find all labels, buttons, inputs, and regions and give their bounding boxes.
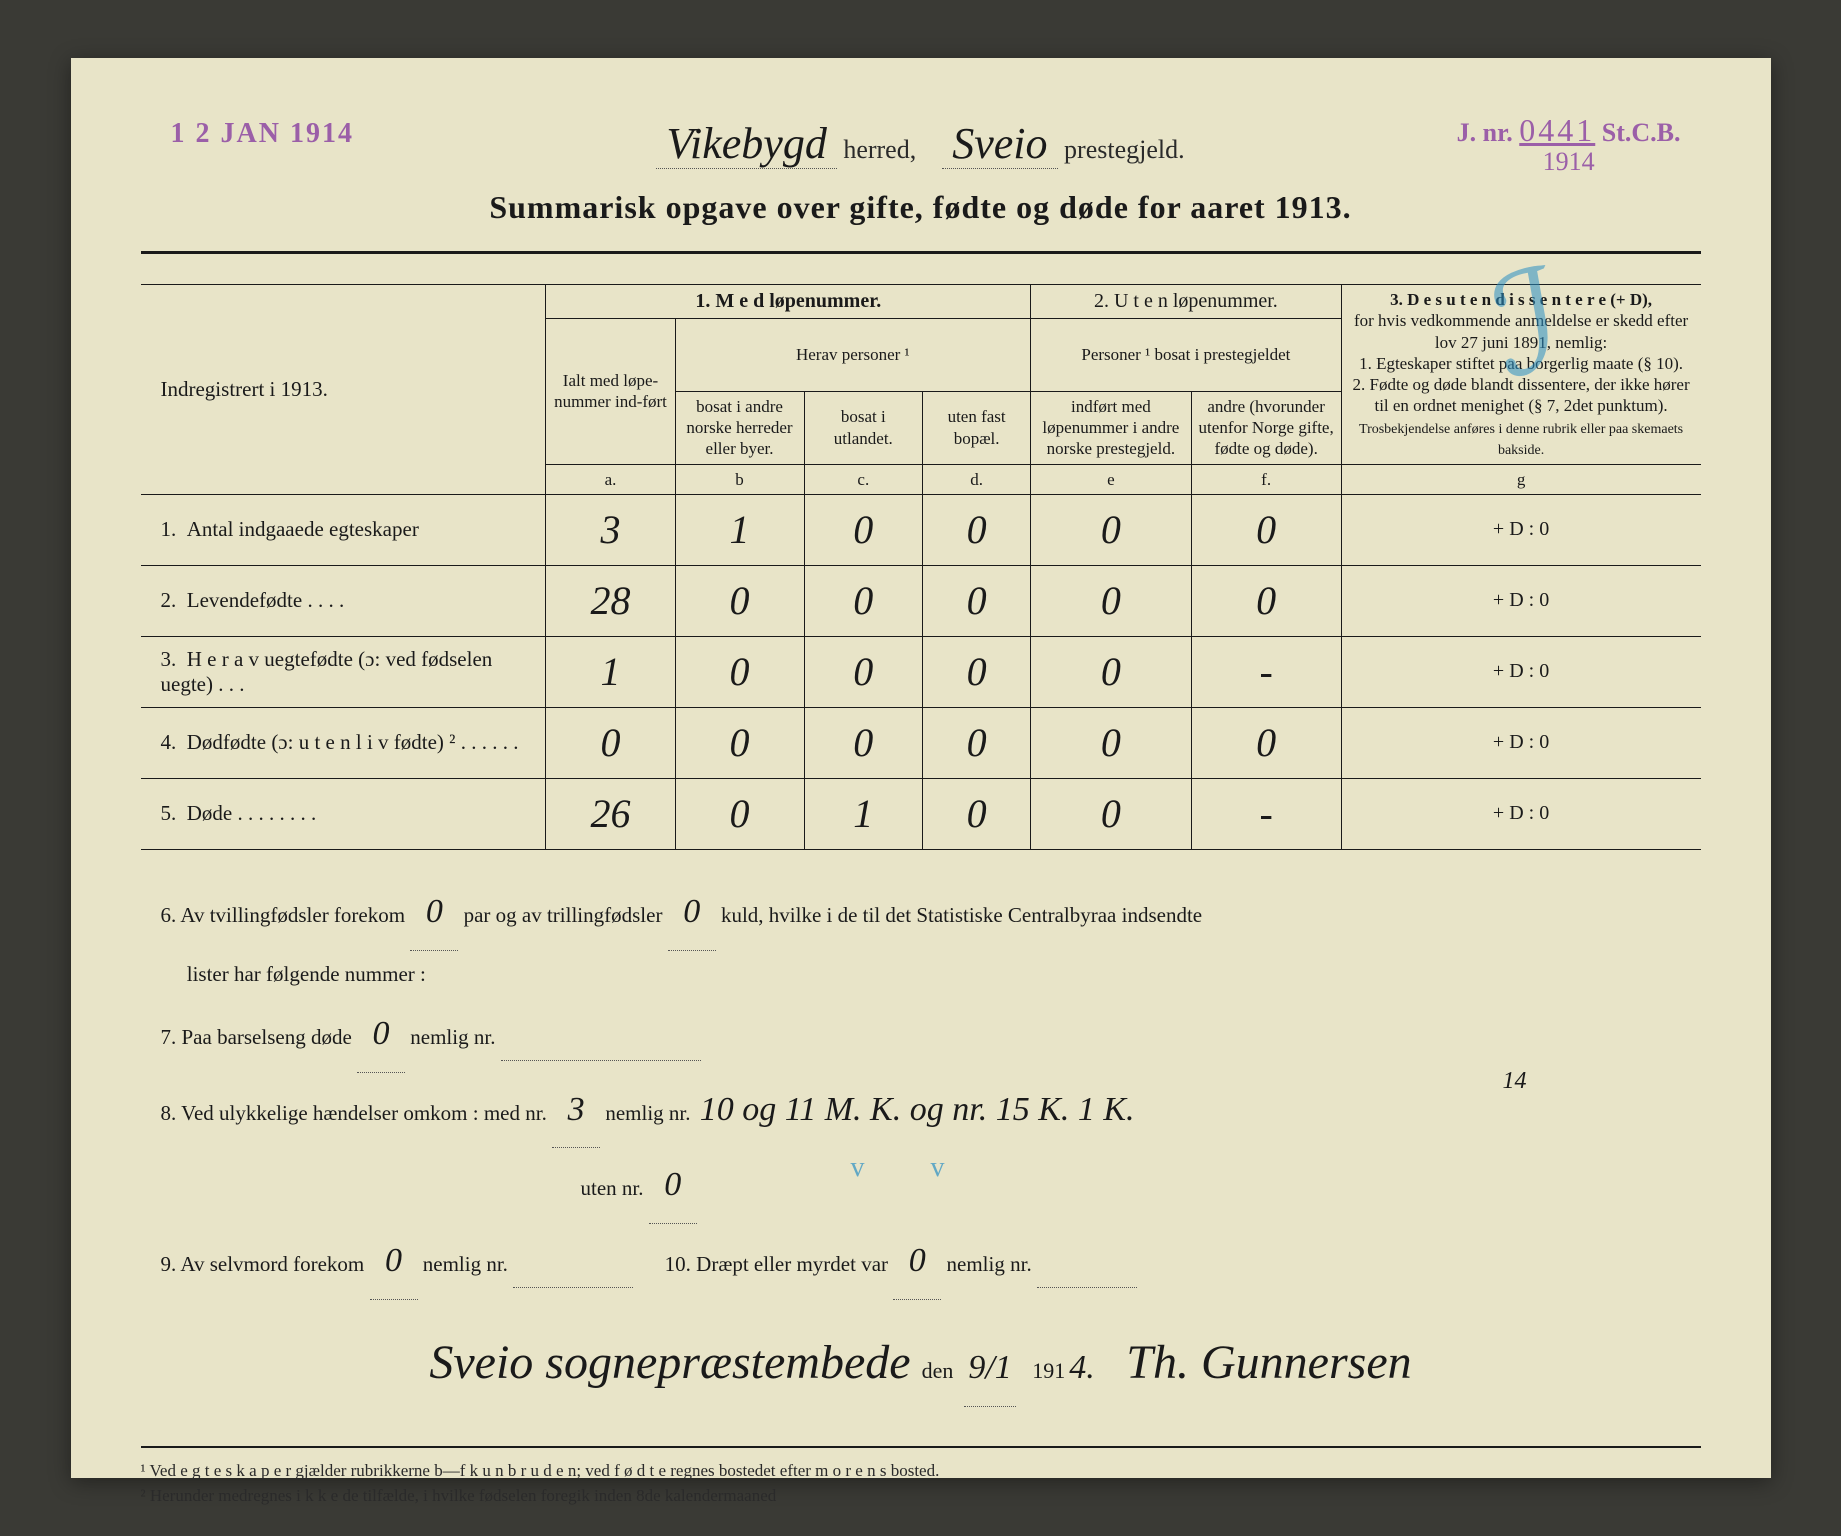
row-label: 1. Antal indgaaede egteskaper [141, 494, 546, 565]
cell-c: 0 [804, 707, 923, 778]
letter-g: g [1341, 464, 1700, 494]
signature-place: Sveio sognepræstembede [429, 1336, 910, 1389]
cell-c: 0 [804, 494, 923, 565]
cell-a: 3 [546, 494, 675, 565]
line-6: 6. Av tvillingfødsler forekom 0 par og a… [161, 875, 1681, 997]
blue-tick-icon: v [931, 1137, 945, 1199]
cell-d: 0 [923, 778, 1031, 849]
row-label: 3. H e r a v uegtefødte (ɔ: ved fødselen… [141, 636, 546, 707]
letter-a: a. [546, 464, 675, 494]
cell-f: 0 [1191, 565, 1341, 636]
col-f-head: andre (hvorunder utenfor Norge gifte, fø… [1191, 391, 1341, 464]
cell-f: 0 [1191, 494, 1341, 565]
letter-b: b [675, 464, 804, 494]
document-page: 1 2 JAN 1914 J. nr. 0441 St.C.B. 1914 Vi… [71, 58, 1771, 1478]
summary-table: Indregistrert i 1913. 1. M e d løpenumme… [141, 284, 1701, 850]
cell-g: + D : 0 [1341, 565, 1700, 636]
herred-label: herred, [843, 135, 916, 164]
cell-b: 0 [675, 565, 804, 636]
herred-value: Vikebygd [656, 119, 836, 169]
cell-f: - [1191, 636, 1341, 707]
journal-suffix: St.C.B. [1602, 118, 1681, 147]
cell-g: + D : 0 [1341, 707, 1700, 778]
herav-head: Herav personer ¹ [675, 319, 1031, 392]
cell-a: 0 [546, 707, 675, 778]
prestegjeld-value: Sveio [942, 119, 1057, 169]
cell-e: 0 [1031, 565, 1192, 636]
cell-e: 0 [1031, 636, 1192, 707]
letter-d: d. [923, 464, 1031, 494]
table-row: 3. H e r a v uegtefødte (ɔ: ved fødselen… [141, 636, 1701, 707]
cell-c: 0 [804, 565, 923, 636]
line-8: 8. Ved ulykkelige hændelser omkom : med … [161, 1073, 1681, 1225]
row-label: 2. Levendefødte . . . . [141, 565, 546, 636]
line-7: 7. Paa barselseng døde 0 nemlig nr. [161, 997, 1681, 1073]
signature: Th. Gunnersen [1126, 1336, 1411, 1389]
journal-stamp: J. nr. 0441 St.C.B. 1914 [1457, 113, 1681, 177]
cell-a: 28 [546, 565, 675, 636]
cell-b: 1 [675, 494, 804, 565]
table-row: 2. Levendefødte . . . .2800000+ D : 0 [141, 565, 1701, 636]
cell-a: 26 [546, 778, 675, 849]
row-label: 5. Døde . . . . . . . . [141, 778, 546, 849]
date-stamp: 1 2 JAN 1914 [171, 118, 354, 150]
table-row: 1. Antal indgaaede egteskaper310000+ D :… [141, 494, 1701, 565]
table-row: 5. Døde . . . . . . . .260100-+ D : 0 [141, 778, 1701, 849]
letter-c: c. [804, 464, 923, 494]
journal-number: 0441 [1519, 112, 1595, 148]
letter-e: e [1031, 464, 1192, 494]
personer2-head: Personer ¹ bosat i prestegjeldet [1031, 319, 1342, 392]
col-e-head: indført med løpenummer i andre norske pr… [1031, 391, 1192, 464]
footnote-1: ¹ Ved e g t e s k a p e r gjælder rubrik… [141, 1458, 1701, 1484]
cell-c: 0 [804, 636, 923, 707]
cell-d: 0 [923, 565, 1031, 636]
section-3-head: 3. D e s u t e n d i s s e n t e r e (+ … [1341, 285, 1700, 465]
page-title: Summarisk opgave over gifte, fødte og dø… [141, 189, 1701, 226]
cell-g: + D : 0 [1341, 778, 1700, 849]
blue-tick-icon: v [851, 1137, 865, 1199]
section-2-head: 2. U t e n løpenummer. [1031, 285, 1342, 319]
col-c-head: bosat i utlandet. [804, 391, 923, 464]
col-b-head: bosat i andre norske herreder eller byer… [675, 391, 804, 464]
signature-line: Sveio sognepræstembede den 9/1 1914. Th.… [161, 1310, 1681, 1416]
cell-b: 0 [675, 707, 804, 778]
journal-prefix: J. nr. [1457, 118, 1513, 147]
cell-b: 0 [675, 778, 804, 849]
cell-b: 0 [675, 636, 804, 707]
letter-f: f. [1191, 464, 1341, 494]
footnotes: ¹ Ved e g t e s k a p e r gjælder rubrik… [141, 1446, 1701, 1509]
note-14: 14 [1499, 1055, 1531, 1108]
line-9-10: 9. Av selvmord forekom 0 nemlig nr. 10. … [161, 1224, 1681, 1300]
section-1-head: 1. M e d løpenummer. [546, 285, 1031, 319]
col-a-head: Ialt med løpe-nummer ind-ført [546, 319, 675, 465]
col-d-head: uten fast bopæl. [923, 391, 1031, 464]
below-section: 6. Av tvillingfødsler forekom 0 par og a… [141, 875, 1701, 1416]
cell-d: 0 [923, 707, 1031, 778]
cell-f: - [1191, 778, 1341, 849]
cell-e: 0 [1031, 778, 1192, 849]
cell-e: 0 [1031, 494, 1192, 565]
cell-d: 0 [923, 636, 1031, 707]
prestegjeld-label: prestegjeld. [1064, 135, 1185, 164]
row-label: 4. Dødfødte (ɔ: u t e n l i v fødte) ² .… [141, 707, 546, 778]
footnote-2: ² Herunder medregnes i k k e de tilfælde… [141, 1483, 1701, 1509]
cell-a: 1 [546, 636, 675, 707]
top-rule [141, 251, 1701, 254]
row-header-label: Indregistrert i 1913. [141, 285, 546, 495]
cell-g: + D : 0 [1341, 494, 1700, 565]
table-row: 4. Dødfødte (ɔ: u t e n l i v fødte) ² .… [141, 707, 1701, 778]
cell-f: 0 [1191, 707, 1341, 778]
cell-d: 0 [923, 494, 1031, 565]
cell-g: + D : 0 [1341, 636, 1700, 707]
journal-year: 1914 [1543, 147, 1595, 176]
cell-e: 0 [1031, 707, 1192, 778]
cell-c: 1 [804, 778, 923, 849]
